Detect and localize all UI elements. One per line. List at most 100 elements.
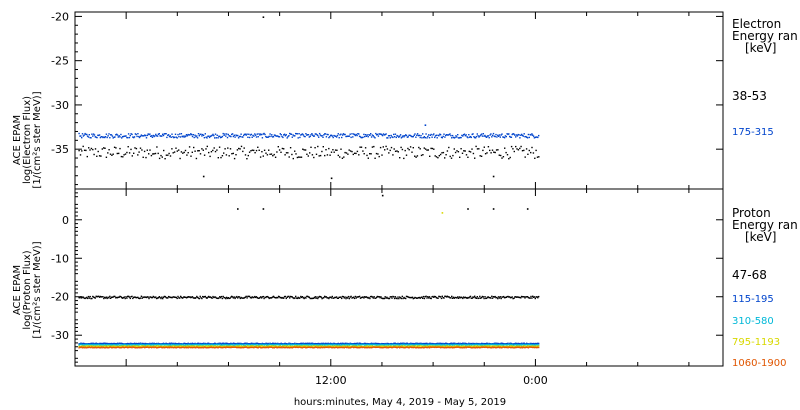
electron-point-s2 bbox=[96, 136, 98, 139]
electron-point-s1 bbox=[341, 157, 344, 159]
proton-point-s1 bbox=[319, 296, 322, 298]
electron-point-s2 bbox=[284, 135, 287, 137]
electron-point-s1 bbox=[332, 149, 334, 151]
proton-point-s2 bbox=[285, 343, 287, 345]
proton-point-s3 bbox=[364, 344, 367, 346]
proton-point-s2 bbox=[111, 343, 114, 345]
electron-point-s1 bbox=[180, 151, 183, 153]
proton-point-s3 bbox=[538, 344, 540, 346]
electron-point-s1 bbox=[348, 149, 350, 151]
proton-point-s5 bbox=[301, 347, 304, 349]
proton-point-s1 bbox=[505, 296, 507, 298]
proton-point-s4 bbox=[341, 345, 343, 348]
proton-point-s1 bbox=[220, 295, 223, 298]
proton-point-s2 bbox=[231, 343, 233, 345]
proton-point-s2 bbox=[353, 342, 356, 345]
proton-point-s1 bbox=[312, 297, 314, 300]
proton-point-s5 bbox=[249, 346, 252, 349]
proton-point-s1 bbox=[376, 295, 379, 298]
proton-point-s1 bbox=[124, 297, 126, 300]
proton-point-s5 bbox=[191, 347, 194, 349]
proton-point-s1 bbox=[489, 296, 491, 299]
electron-point-s2 bbox=[281, 135, 283, 138]
proton-point-s2 bbox=[413, 343, 415, 345]
proton-point-s2 bbox=[340, 342, 342, 344]
proton-point-s5 bbox=[526, 346, 528, 348]
proton-point-s3 bbox=[311, 344, 313, 346]
proton-point-s4 bbox=[516, 345, 519, 347]
proton-point-s5 bbox=[120, 347, 122, 349]
proton-point-s2 bbox=[279, 343, 281, 345]
proton-point-s1 bbox=[141, 297, 143, 299]
proton-point-s3 bbox=[195, 343, 197, 346]
electron-point-s2 bbox=[126, 136, 128, 139]
electron-point-s2 bbox=[217, 137, 219, 139]
proton-point-s4 bbox=[335, 345, 338, 347]
electron-point-s2 bbox=[338, 137, 340, 139]
proton-point-s4 bbox=[320, 345, 322, 347]
proton-point-s3 bbox=[515, 344, 518, 346]
proton-point-s5 bbox=[535, 346, 537, 349]
proton-point-s4 bbox=[535, 346, 537, 348]
electron-point-s2 bbox=[117, 136, 119, 138]
proton-point-s4 bbox=[492, 345, 495, 348]
proton-point-s3 bbox=[148, 344, 150, 346]
electron-point-s1 bbox=[247, 154, 249, 157]
proton-point-s1 bbox=[104, 296, 106, 299]
proton-point-s3 bbox=[169, 344, 171, 346]
proton-point-s3 bbox=[415, 343, 417, 346]
proton-point-s5 bbox=[454, 346, 456, 348]
proton-point-s3 bbox=[139, 343, 142, 346]
proton-point-s3 bbox=[312, 343, 314, 346]
proton-point-s4 bbox=[501, 345, 503, 347]
proton-point-s5 bbox=[137, 347, 139, 349]
proton-point-s4 bbox=[495, 345, 497, 347]
proton-point-s3 bbox=[109, 343, 111, 346]
proton-point-s3 bbox=[193, 344, 195, 346]
proton-point-s4 bbox=[195, 345, 197, 347]
proton-point-s1 bbox=[242, 297, 244, 299]
proton-point-s5 bbox=[324, 346, 327, 348]
proton-point-s3 bbox=[185, 344, 188, 346]
proton-point-s3 bbox=[215, 343, 218, 346]
proton-point-s5 bbox=[474, 347, 477, 349]
proton-point-s2 bbox=[207, 342, 209, 344]
proton-point-s1 bbox=[480, 297, 482, 299]
proton-point-s5 bbox=[196, 346, 198, 348]
electron-point-s1 bbox=[244, 154, 247, 156]
proton-point-s5 bbox=[538, 346, 540, 349]
proton-point-s2 bbox=[513, 343, 515, 345]
electron-point-s2 bbox=[158, 133, 160, 135]
electron-point-s2 bbox=[336, 134, 339, 137]
proton-point-s1 bbox=[351, 297, 353, 299]
proton-point-s4 bbox=[255, 345, 258, 347]
proton-point-s4 bbox=[199, 345, 201, 347]
proton-point-s4 bbox=[481, 345, 484, 348]
proton-point-s5 bbox=[105, 346, 108, 348]
proton-point-s1 bbox=[536, 296, 538, 298]
electron-point-s2 bbox=[290, 133, 293, 135]
proton-point-s1 bbox=[256, 297, 258, 299]
proton-point-s3 bbox=[231, 344, 234, 346]
electron-plot-frame bbox=[74, 11, 724, 190]
proton-point-s4 bbox=[270, 345, 272, 347]
proton-point-s5 bbox=[415, 347, 417, 349]
proton-point-s2 bbox=[107, 342, 109, 345]
proton-point-s4 bbox=[496, 345, 498, 347]
electron-point-s2 bbox=[478, 136, 480, 138]
proton-point-s2 bbox=[431, 342, 433, 345]
proton-point-s5 bbox=[200, 346, 202, 349]
proton-point-s2 bbox=[255, 342, 258, 344]
proton-point-s2 bbox=[533, 343, 536, 345]
proton-point-s2 bbox=[84, 343, 86, 345]
proton-point-s5 bbox=[86, 347, 88, 349]
electron-point-s1 bbox=[431, 147, 434, 150]
proton-point-s1 bbox=[379, 297, 381, 299]
proton-point-s1 bbox=[170, 296, 172, 299]
proton-point-s4 bbox=[389, 345, 391, 347]
electron-point-s2 bbox=[111, 135, 114, 137]
proton-point-s5 bbox=[458, 346, 461, 349]
proton-point-s2 bbox=[119, 342, 121, 345]
proton-point-s1 bbox=[325, 296, 328, 298]
electron-point-s2 bbox=[297, 137, 299, 139]
